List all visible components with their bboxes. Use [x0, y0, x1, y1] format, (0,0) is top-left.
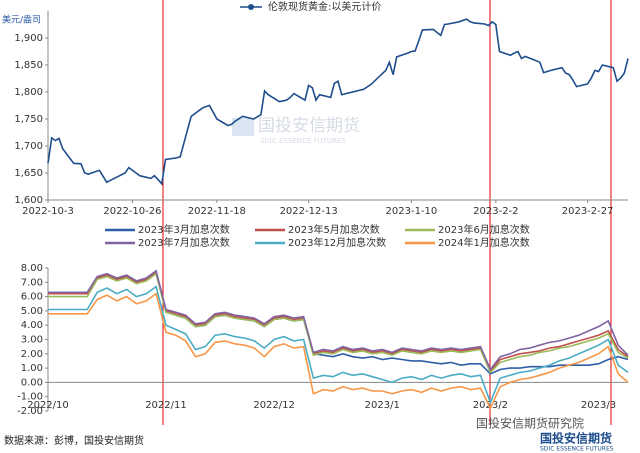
x-tick-label: 2022-10-26 — [103, 206, 161, 217]
data-line — [48, 270, 629, 373]
y-tick-label: -1.00 — [17, 392, 43, 403]
legend-label: 伦敦现货黄金:以美元计价 — [268, 0, 381, 13]
y-tick-label: 7.00 — [21, 277, 43, 288]
x-tick-label: 2022/12 — [253, 400, 295, 411]
y-tick-label: 1,750 — [14, 114, 43, 125]
y-tick-label: 1,850 — [14, 60, 43, 71]
y-axis-unit: 美元/盎司 — [2, 14, 41, 26]
y-tick-label: -2.00 — [17, 406, 43, 417]
x-tick-label: 2022/11 — [145, 400, 187, 411]
watermark-subtext: SDIC ESSENCE FUTURES — [260, 137, 346, 145]
x-tick-label: 2023-2-27 — [562, 206, 614, 217]
data-line — [48, 272, 629, 375]
logo-subtext: SDIC ESSENCE FUTURES — [540, 446, 614, 453]
legend-marker — [248, 4, 254, 10]
y-tick-label: 8.00 — [21, 263, 43, 274]
x-tick-label: 2022-11-18 — [188, 206, 246, 217]
watermark-text: 国投安信期货 — [258, 116, 360, 136]
x-tick-label: 2022/10 — [27, 400, 69, 411]
x-tick-label: 2023/1 — [365, 400, 400, 411]
legend-label: 2023年5月加息次数 — [288, 223, 380, 236]
x-tick-label: 2023-2-2 — [473, 206, 518, 217]
y-tick-label: 6.00 — [21, 292, 43, 303]
legend-label: 2023年7月加息次数 — [138, 236, 230, 249]
y-tick-label: 5.00 — [21, 306, 43, 317]
y-tick-label: 1.00 — [21, 363, 43, 374]
data-line — [48, 272, 629, 374]
data-line — [47, 18, 629, 186]
legend-label: 2024年1月加息次数 — [438, 236, 530, 249]
y-tick-label: 1,650 — [14, 168, 43, 179]
y-tick-label: 3.00 — [21, 335, 43, 346]
legend-label: 2023年6月加息次数 — [438, 223, 530, 236]
data-line — [48, 269, 629, 372]
y-tick-label: 1,600 — [14, 195, 43, 206]
x-tick-label: 2023/2 — [473, 400, 508, 411]
source-note: 数据来源：彭博，国投安信期货 — [4, 434, 144, 447]
x-tick-label: 2023-1-10 — [386, 206, 438, 217]
y-tick-label: 1,800 — [14, 87, 43, 98]
x-tick-label: 2022-10-3 — [22, 206, 74, 217]
data-line — [48, 292, 629, 410]
legend-label: 2023年12月加息次数 — [288, 236, 386, 249]
account-label: 国投安信期货研究院 — [476, 416, 584, 431]
x-tick-label: 2023/3 — [581, 400, 616, 411]
y-tick-label: 0.00 — [21, 377, 43, 388]
y-tick-label: 1,700 — [14, 141, 43, 152]
y-tick-label: 2.00 — [21, 349, 43, 360]
y-tick-label: 1,900 — [14, 33, 43, 44]
y-tick-label: 4.00 — [21, 320, 43, 331]
logo-text: 国投安信期货 — [540, 431, 612, 446]
legend-label: 2023年3月加息次数 — [138, 223, 230, 236]
watermark-logo — [232, 118, 254, 136]
watermark: 国投安信期货 SDIC ESSENCE FUTURES — [232, 116, 360, 145]
data-line — [48, 285, 629, 405]
x-tick-label: 2022-12-13 — [280, 206, 338, 217]
